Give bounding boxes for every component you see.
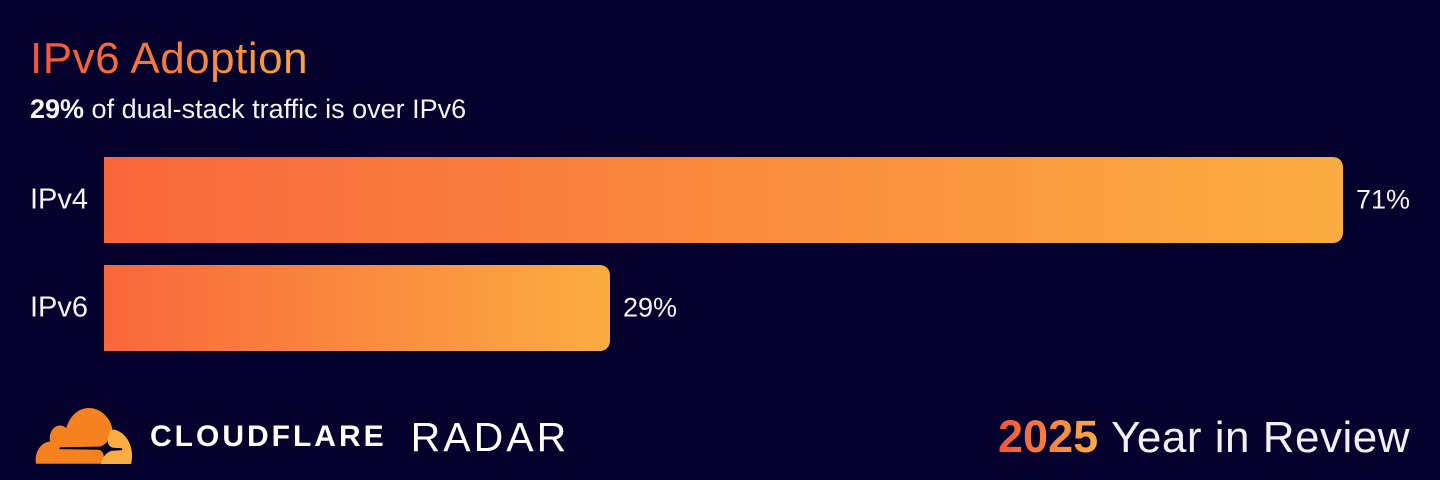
subtitle-text: of dual-stack traffic is over IPv6 [84,94,467,124]
product-name: RADAR [410,413,570,460]
bar-ipv4 [104,157,1343,243]
year-label: 2025 [998,411,1099,462]
footer: CLOUDFLARE RADAR 2025 Year in Review [30,408,1410,466]
bar-ipv6 [104,265,610,351]
tagline-label: Year in Review [1111,413,1410,462]
brand-name: CLOUDFLARE [150,420,387,453]
value-label-ipv6: 29% [623,292,678,323]
subtitle-emphasis: 29% [30,94,85,124]
year-in-review: 2025 Year in Review [998,411,1410,463]
cloudflare-logo-icon [35,408,133,464]
horizontal-bar-chart: IPv4 71% IPv6 29% [0,157,1440,373]
value-label-ipv4: 71% [1356,184,1411,215]
subtitle: 29% of dual-stack traffic is over IPv6 [30,94,466,125]
bar-row-ipv4: IPv4 71% [0,157,1440,243]
category-label-ipv4: IPv4 [30,183,89,216]
page-title: IPv6 Adoption [30,34,309,83]
bar-row-ipv6: IPv6 29% [0,265,1440,351]
category-label-ipv6: IPv6 [30,291,89,324]
cloudflare-radar-brand: CLOUDFLARE RADAR [30,408,569,466]
